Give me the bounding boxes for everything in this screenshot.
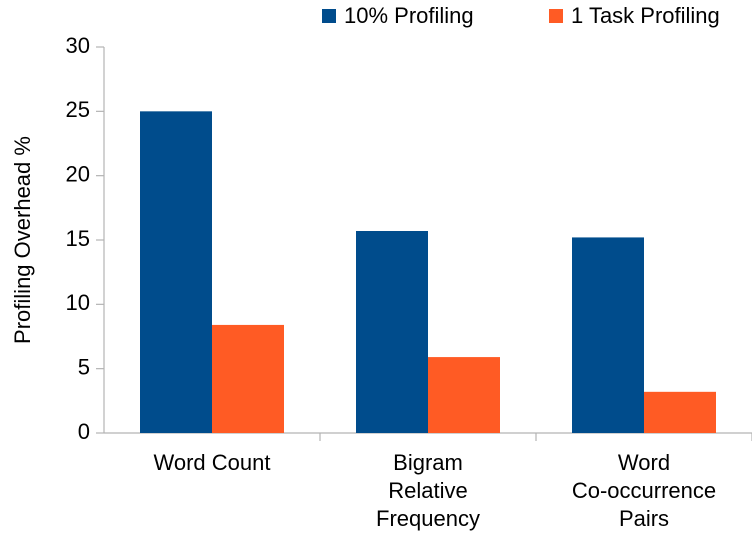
bar — [212, 324, 284, 433]
bar — [572, 237, 644, 433]
x-tick-label: Word — [618, 450, 670, 475]
y-tick-label: 15 — [66, 226, 90, 251]
legend-label: 1 Task Profiling — [571, 3, 720, 28]
x-tick-label: Bigram — [393, 450, 463, 475]
x-tick-label: Relative — [388, 478, 467, 503]
x-tick-label: Co-occurrence — [572, 478, 716, 503]
bar — [356, 230, 428, 433]
legend-swatch — [549, 9, 563, 23]
x-tick-label: Word Count — [154, 450, 271, 475]
y-axis-label: Profiling Overhead % — [10, 136, 35, 344]
bar — [140, 111, 212, 433]
y-tick-label: 5 — [78, 354, 90, 379]
y-tick-label: 30 — [66, 33, 90, 58]
legend-swatch — [322, 9, 336, 23]
bar — [428, 357, 500, 433]
x-tick-label: Frequency — [376, 506, 480, 531]
y-tick-label: 20 — [66, 161, 90, 186]
y-tick-label: 0 — [78, 419, 90, 444]
y-tick-label: 25 — [66, 97, 90, 122]
y-tick-label: 10 — [66, 290, 90, 315]
legend-label: 10% Profiling — [344, 3, 474, 28]
x-tick-label: Pairs — [619, 506, 669, 531]
bar — [644, 391, 716, 433]
